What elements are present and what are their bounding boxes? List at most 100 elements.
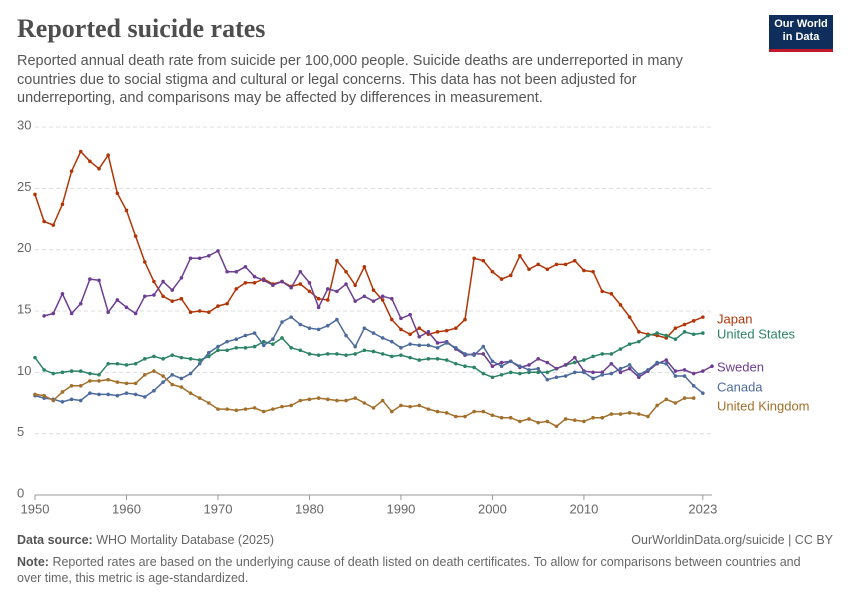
point xyxy=(618,303,623,307)
point xyxy=(527,417,531,421)
point xyxy=(78,398,83,403)
point xyxy=(216,249,220,253)
point xyxy=(252,406,257,410)
point xyxy=(179,296,184,301)
point xyxy=(673,374,678,378)
point xyxy=(362,348,367,353)
point xyxy=(152,293,156,297)
point xyxy=(69,384,74,388)
y-tick-label: 5 xyxy=(17,424,24,439)
url[interactable]: OurWorldinData.org/suicide | CC BY xyxy=(631,533,833,547)
point xyxy=(115,393,120,398)
point xyxy=(380,298,385,302)
point xyxy=(307,352,312,356)
point xyxy=(627,411,632,415)
point xyxy=(627,363,632,367)
point xyxy=(389,409,394,414)
point xyxy=(518,364,522,369)
point xyxy=(362,294,367,299)
point xyxy=(371,331,376,335)
point xyxy=(408,342,412,346)
point xyxy=(298,348,303,353)
point xyxy=(60,292,65,296)
point xyxy=(591,370,595,375)
point xyxy=(60,370,65,375)
point xyxy=(179,385,184,389)
point xyxy=(243,265,248,269)
point xyxy=(271,407,275,411)
point xyxy=(289,403,293,408)
point xyxy=(664,358,669,362)
title: Reported suicide rates xyxy=(17,14,266,43)
logo-line: in Data xyxy=(782,30,820,43)
x-tick-label: 2010 xyxy=(569,501,598,516)
point xyxy=(97,379,101,383)
point xyxy=(572,258,577,263)
point xyxy=(188,391,193,395)
point xyxy=(97,392,101,397)
point xyxy=(78,369,83,373)
point xyxy=(627,315,632,319)
point xyxy=(417,343,422,348)
point xyxy=(316,296,321,301)
point xyxy=(389,296,394,301)
point xyxy=(344,282,348,286)
point xyxy=(664,397,669,402)
point xyxy=(298,398,303,403)
point xyxy=(60,390,65,394)
point xyxy=(701,315,705,319)
point xyxy=(380,352,385,356)
point xyxy=(618,370,623,375)
point xyxy=(335,317,339,322)
point xyxy=(655,403,659,408)
point xyxy=(51,311,56,316)
x-tick-label: 2000 xyxy=(478,501,507,516)
point xyxy=(518,371,522,376)
point xyxy=(399,316,403,321)
x-tick-label: 1990 xyxy=(386,501,415,516)
point xyxy=(316,327,321,332)
point xyxy=(591,376,595,381)
point xyxy=(289,285,293,290)
series-line xyxy=(34,370,694,428)
x-tick-label: 1950 xyxy=(21,501,50,516)
point xyxy=(408,355,412,360)
point xyxy=(490,269,495,274)
point xyxy=(481,344,486,349)
point xyxy=(133,234,138,238)
point xyxy=(609,371,614,376)
point xyxy=(316,396,321,400)
point xyxy=(106,310,110,315)
point xyxy=(618,366,623,371)
point xyxy=(545,267,550,272)
point xyxy=(572,360,577,365)
point xyxy=(261,339,266,344)
point xyxy=(572,370,577,375)
point xyxy=(563,262,568,267)
point xyxy=(444,328,449,333)
point xyxy=(252,344,257,349)
point xyxy=(280,279,284,284)
point xyxy=(691,319,696,323)
point xyxy=(106,377,110,382)
logo[interactable]: Our World in Data xyxy=(769,15,833,52)
point xyxy=(527,363,531,367)
point xyxy=(499,277,504,281)
point xyxy=(463,414,467,419)
point xyxy=(234,269,239,274)
point xyxy=(481,409,486,414)
point xyxy=(545,377,550,382)
point xyxy=(170,372,175,377)
point xyxy=(307,280,312,285)
point xyxy=(271,283,275,288)
legend-label: Japan xyxy=(717,311,752,326)
x-tick-label: 2023 xyxy=(688,501,717,516)
point xyxy=(325,287,330,291)
point xyxy=(216,348,220,353)
point xyxy=(508,415,513,420)
point xyxy=(69,397,74,402)
point xyxy=(563,374,568,378)
point xyxy=(389,317,394,322)
